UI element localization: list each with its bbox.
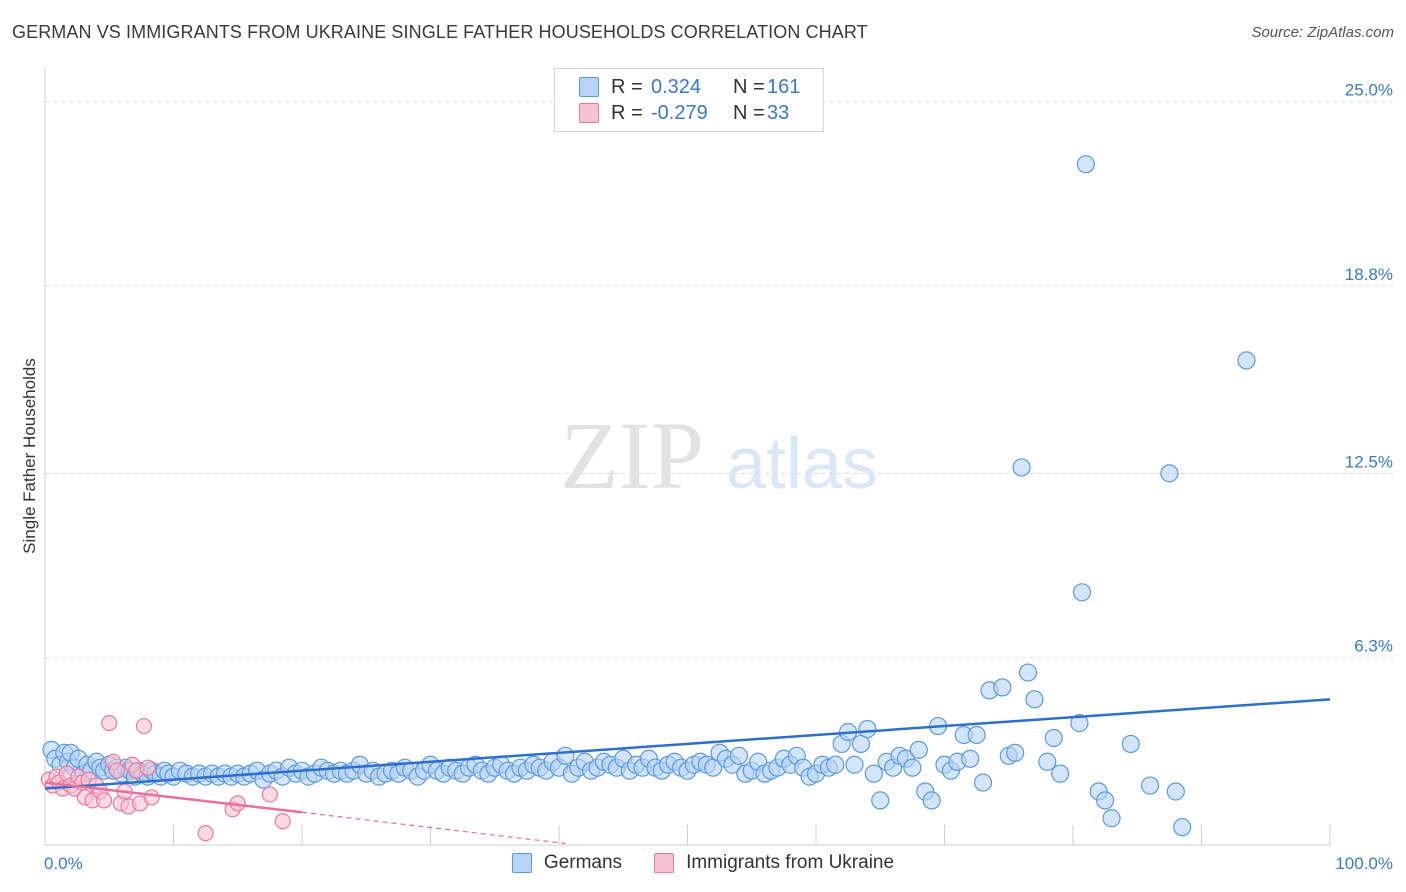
legend-r-label: R = <box>611 101 643 124</box>
legend-n-value: 161 <box>767 75 801 98</box>
ukraine-point <box>139 759 156 776</box>
ukraine-trend-line <box>44 781 303 814</box>
germans-point <box>1173 818 1192 837</box>
germans-point <box>1025 690 1044 709</box>
ukraine-point <box>108 762 126 779</box>
legend-n-label: N = <box>733 101 765 124</box>
germans-trend-line <box>44 698 1331 790</box>
watermark-zip: ZIP <box>560 402 704 509</box>
germans-point <box>1166 782 1185 801</box>
germans-point <box>961 749 980 768</box>
ukraine-point <box>261 786 278 803</box>
ukraine-trend-extension <box>301 811 566 845</box>
ukraine-point <box>197 825 214 842</box>
ukraine-point <box>96 792 113 809</box>
bottom-legend-label-ukraine: Immigrants from Ukraine <box>686 852 895 873</box>
bottom-legend-germans: Germans <box>511 852 623 874</box>
legend-row-ukraine: R = -0.279 N = 33 <box>579 100 789 126</box>
germans-point <box>826 755 845 774</box>
germans-point <box>993 678 1012 697</box>
y-tick-label: 25.0% <box>1345 81 1393 100</box>
germans-point <box>1070 714 1089 733</box>
germans-point <box>1012 458 1031 477</box>
y-axis-label: Single Father Households <box>20 358 39 554</box>
germans-point <box>871 791 890 810</box>
y-tick-label: 6.3% <box>1354 637 1393 656</box>
germans-point <box>1096 791 1115 810</box>
germans-point <box>1160 464 1179 483</box>
germans-point <box>1102 809 1121 828</box>
germans-point <box>1038 752 1057 771</box>
germans-point <box>1051 764 1070 783</box>
ukraine-point <box>101 715 118 732</box>
x-tick-label: 0.0% <box>44 854 83 873</box>
x-tick-labels: 0.0% 100.0% <box>44 854 1393 873</box>
ukraine-points <box>40 715 291 842</box>
y-tick-label: 18.8% <box>1345 265 1393 284</box>
germans-point <box>973 773 993 792</box>
germans-point <box>1044 728 1063 748</box>
germans-point <box>1237 351 1256 370</box>
bottom-legend: Germans Immigrants from Ukraine <box>0 852 1406 874</box>
germans-point <box>1072 583 1092 602</box>
legend-n-label: N = <box>733 75 765 98</box>
bottom-legend-swatch-ukraine <box>654 853 675 873</box>
legend-r-value: 0.324 <box>651 75 702 98</box>
legend-box: R = 0.324 N = 161 R = -0.279 N = 33 <box>554 68 824 132</box>
y-tick-labels: 6.3% 12.5% 18.8% 25.0% <box>1345 81 1393 656</box>
ukraine-point <box>143 789 160 806</box>
germans-point <box>1006 743 1025 762</box>
legend-swatch-ukraine <box>579 103 599 123</box>
germans-point <box>556 746 575 765</box>
germans-point <box>864 764 883 783</box>
legend-swatch-germans <box>579 77 599 97</box>
germans-point <box>1140 776 1160 795</box>
grid-lines <box>45 101 1393 659</box>
trend-lines <box>44 698 1331 845</box>
chart-title: GERMAN VS IMMIGRANTS FROM UKRAINE SINGLE… <box>12 22 868 42</box>
germans-point <box>729 746 749 765</box>
legend-r-label: R = <box>611 75 643 98</box>
ukraine-point <box>135 717 153 735</box>
germans-point <box>903 758 922 777</box>
legend-r-value: -0.279 <box>651 101 708 124</box>
bottom-legend-label-germans: Germans <box>543 852 623 873</box>
x-tick-label: 100.0% <box>1335 854 1393 873</box>
ukraine-point <box>274 813 291 830</box>
germans-point <box>922 791 941 810</box>
germans-point <box>858 719 877 739</box>
source-label: Source: ZipAtlas.com <box>1251 24 1394 41</box>
y-tick-label: 12.5% <box>1345 452 1393 471</box>
watermark: ZIP atlas <box>560 402 878 509</box>
legend-row-germans: R = 0.324 N = 161 <box>579 74 800 100</box>
axes <box>44 68 1331 846</box>
germans-point <box>1076 155 1095 174</box>
germans-point <box>909 740 928 759</box>
legend-n-value: 33 <box>767 101 790 124</box>
germans-point <box>1018 663 1038 682</box>
bottom-legend-swatch-germans <box>511 853 532 873</box>
germans-point <box>967 725 986 745</box>
germans-point <box>845 755 864 774</box>
germans-point <box>1121 734 1140 754</box>
bottom-legend-ukraine: Immigrants from Ukraine <box>654 852 894 874</box>
watermark-atlas: atlas <box>726 424 878 504</box>
